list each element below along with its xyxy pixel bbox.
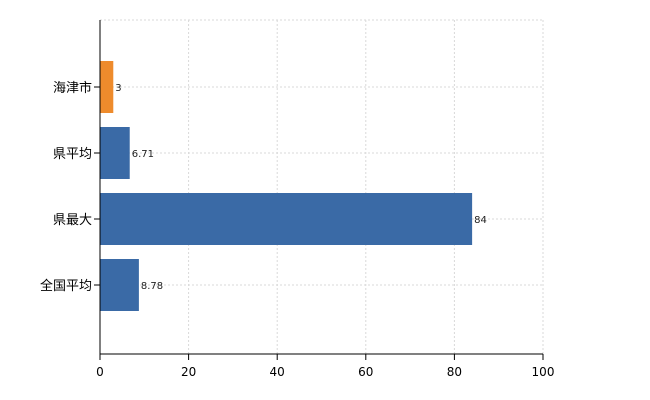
x-tick-label: 60	[358, 365, 373, 379]
category-label: 県平均	[53, 147, 92, 162]
bar	[100, 127, 130, 179]
x-tick-label: 40	[270, 365, 285, 379]
category-label: 県最大	[53, 213, 92, 228]
data-label: 6.71	[132, 149, 154, 160]
grid	[100, 19, 544, 354]
category-label: 海津市	[53, 80, 92, 96]
data-label: 8.78	[141, 281, 163, 292]
category-label: 全国平均	[40, 278, 92, 294]
x-tick-label: 0	[96, 365, 104, 379]
bars	[100, 61, 473, 311]
x-ticks: 0 20 40 60 80 100	[94, 86, 555, 379]
data-labels: 3 6.71 84 8.78	[115, 83, 487, 292]
data-label: 3	[115, 83, 121, 94]
x-tick-label: 20	[181, 365, 196, 379]
x-tick-label: 80	[447, 365, 462, 379]
data-label: 84	[474, 215, 487, 226]
axes	[99, 20, 543, 355]
bar	[100, 61, 114, 113]
bar	[100, 193, 473, 245]
x-tick-label: 100	[532, 365, 555, 379]
bar	[100, 259, 139, 311]
